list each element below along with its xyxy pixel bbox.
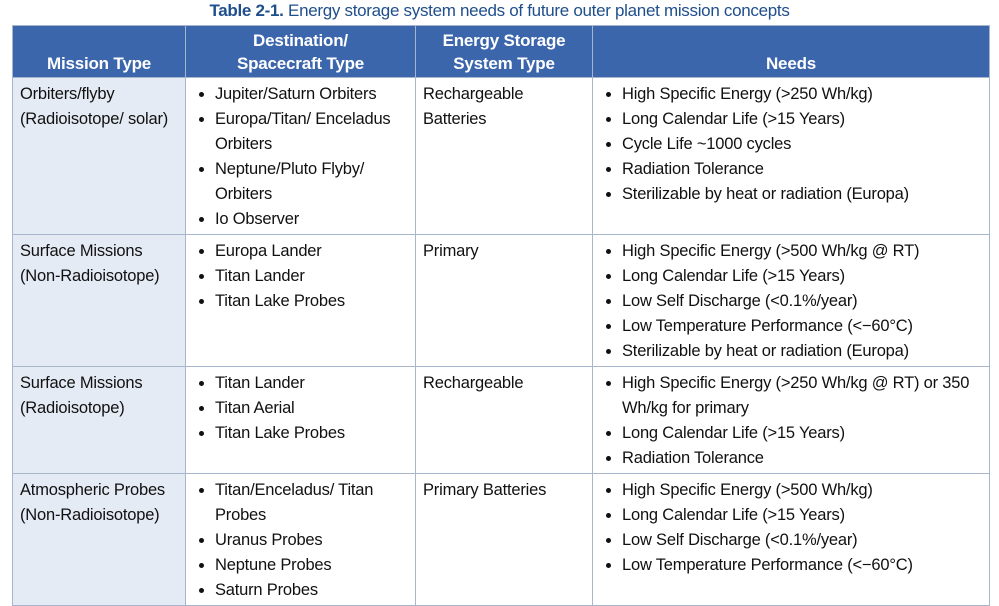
header-line: Spacecraft Type bbox=[236, 54, 365, 73]
destination-list: Titan LanderTitan AerialTitan Lake Probe… bbox=[193, 371, 408, 446]
needs-item: Long Calendar Life (>15 Years) bbox=[622, 503, 982, 528]
needs-item: Low Temperature Performance (<−60°C) bbox=[622, 553, 982, 578]
mission-line: (Non-Radioisotope) bbox=[20, 506, 160, 524]
destination-list: Europa LanderTitan LanderTitan Lake Prob… bbox=[193, 239, 408, 314]
needs-cell: High Specific Energy (>250 Wh/kg)Long Ca… bbox=[592, 77, 990, 235]
destination-cell: Titan LanderTitan AerialTitan Lake Probe… bbox=[185, 366, 416, 474]
storage-line: Rechargeable bbox=[423, 85, 524, 103]
needs-list: High Specific Energy (>500 Wh/kg @ RT)Lo… bbox=[600, 239, 982, 364]
needs-list: High Specific Energy (>500 Wh/kg)Long Ca… bbox=[600, 478, 982, 578]
destination-item: Titan Lander bbox=[215, 264, 408, 289]
storage-cell: Primary bbox=[415, 234, 593, 367]
needs-item: Long Calendar Life (>15 Years) bbox=[622, 421, 982, 446]
header-cell: Destination/Spacecraft Type bbox=[185, 25, 416, 78]
mission-line: (Radioisotope) bbox=[20, 399, 125, 417]
needs-item: Sterilizable by heat or radiation (Europ… bbox=[622, 339, 982, 364]
header-cell: Energy Storage System Type bbox=[415, 25, 593, 78]
needs-item: Sterilizable by heat or radiation (Europ… bbox=[622, 182, 982, 207]
header-line: Energy Storage bbox=[442, 31, 566, 50]
destination-item: Titan Lake Probes bbox=[215, 421, 408, 446]
destination-list: Titan/Enceladus/ Titan ProbesUranus Prob… bbox=[193, 478, 408, 603]
storage-line: Primary Batteries bbox=[423, 481, 547, 499]
mission-line: Surface Missions bbox=[20, 374, 143, 392]
mission-cell: Surface Missions (Radioisotope) bbox=[12, 366, 186, 474]
header-line: Needs bbox=[765, 54, 817, 73]
needs-item: Radiation Tolerance bbox=[622, 446, 982, 471]
destination-item: Jupiter/Saturn Orbiters bbox=[215, 82, 408, 107]
needs-item: Long Calendar Life (>15 Years) bbox=[622, 107, 982, 132]
needs-item: Low Self Discharge (<0.1%/year) bbox=[622, 528, 982, 553]
destination-item: Europa Lander bbox=[215, 239, 408, 264]
destination-cell: Europa LanderTitan LanderTitan Lake Prob… bbox=[185, 234, 416, 367]
mission-line: (Non-Radioisotope) bbox=[20, 267, 160, 285]
needs-cell: High Specific Energy (>500 Wh/kg)Long Ca… bbox=[592, 473, 990, 606]
table-row: Orbiters/flyby (Radioisotope/ solar) Jupit… bbox=[12, 77, 990, 235]
destination-item: Uranus Probes bbox=[215, 528, 408, 553]
mission-line: Surface Missions bbox=[20, 242, 143, 260]
needs-item: Long Calendar Life (>15 Years) bbox=[622, 264, 982, 289]
destination-item: Titan Lake Probes bbox=[215, 289, 408, 314]
needs-item: Low Self Discharge (<0.1%/year) bbox=[622, 289, 982, 314]
needs-item: High Specific Energy (>250 Wh/kg) bbox=[622, 82, 982, 107]
needs-item: High Specific Energy (>500 Wh/kg @ RT) bbox=[622, 239, 982, 264]
header-cell: Needs bbox=[592, 25, 990, 78]
destination-item: Neptune Probes bbox=[215, 553, 408, 578]
header-line: System Type bbox=[453, 54, 555, 73]
destination-item: Io Observer bbox=[215, 207, 408, 232]
storage-line: Primary bbox=[423, 242, 479, 260]
needs-item: Cycle Life ~1000 cycles bbox=[622, 132, 982, 157]
destination-list: Jupiter/Saturn OrbitersEuropa/Titan/ Enc… bbox=[193, 82, 408, 232]
needs-item: High Specific Energy (>500 Wh/kg) bbox=[622, 478, 982, 503]
needs-list: High Specific Energy (>250 Wh/kg @ RT) o… bbox=[600, 371, 982, 471]
mission-cell: Atmospheric Probes (Non-Radioisotope) bbox=[12, 473, 186, 606]
storage-line: Rechargeable bbox=[423, 374, 524, 392]
destination-cell: Titan/Enceladus/ Titan ProbesUranus Prob… bbox=[185, 473, 416, 606]
header-line: Mission Type bbox=[46, 54, 152, 73]
destination-item: Titan Lander bbox=[215, 371, 408, 396]
needs-list: High Specific Energy (>250 Wh/kg)Long Ca… bbox=[600, 82, 982, 207]
needs-item: High Specific Energy (>250 Wh/kg @ RT) o… bbox=[622, 371, 982, 421]
caption-text: Energy storage system needs of future ou… bbox=[288, 1, 790, 20]
table-row: Surface Missions (Non-Radioisotope) Europa… bbox=[12, 234, 990, 367]
needs-item: Low Temperature Performance (<−60°C) bbox=[622, 314, 982, 339]
needs-cell: High Specific Energy (>500 Wh/kg @ RT)Lo… bbox=[592, 234, 990, 367]
destination-item: Titan Aerial bbox=[215, 396, 408, 421]
destination-cell: Jupiter/Saturn OrbitersEuropa/Titan/ Enc… bbox=[185, 77, 416, 235]
mission-line: Orbiters/flyby bbox=[20, 85, 115, 103]
table-body: Orbiters/flyby (Radioisotope/ solar) Jupit… bbox=[12, 77, 990, 606]
mission-line: Atmospheric Probes bbox=[20, 481, 165, 499]
needs-item: Radiation Tolerance bbox=[622, 157, 982, 182]
storage-cell: Rechargeable bbox=[415, 366, 593, 474]
destination-item: Europa/Titan/ Enceladus Orbiters bbox=[215, 107, 408, 157]
page: Table 2-1. Energy storage system needs o… bbox=[0, 0, 999, 584]
caption-label: Table 2-1. bbox=[209, 1, 284, 20]
table-row: Atmospheric Probes (Non-Radioisotope) Tita… bbox=[12, 473, 990, 606]
header-line: Destination/ bbox=[253, 31, 348, 50]
storage-cell: Rechargeable Batteries bbox=[415, 77, 593, 235]
mission-cell: Orbiters/flyby (Radioisotope/ solar) bbox=[12, 77, 186, 235]
header-cell: Mission Type bbox=[12, 25, 186, 78]
storage-line: Batteries bbox=[423, 110, 487, 128]
header-row: Mission Type Destination/Spacecraft Type E… bbox=[12, 25, 990, 78]
needs-cell: High Specific Energy (>250 Wh/kg @ RT) o… bbox=[592, 366, 990, 474]
caption: Table 2-1. Energy storage system needs o… bbox=[0, 1, 999, 21]
storage-cell: Primary Batteries bbox=[415, 473, 593, 606]
mission-line: (Radioisotope/ solar) bbox=[20, 110, 169, 128]
table-row: Surface Missions (Radioisotope) Titan Land… bbox=[12, 366, 990, 474]
destination-item: Titan/Enceladus/ Titan Probes bbox=[215, 478, 408, 528]
destination-item: Saturn Probes bbox=[215, 578, 408, 603]
destination-item: Neptune/Pluto Flyby/ Orbiters bbox=[215, 157, 408, 207]
table: Mission Type Destination/Spacecraft Type E… bbox=[12, 25, 990, 606]
mission-cell: Surface Missions (Non-Radioisotope) bbox=[12, 234, 186, 367]
